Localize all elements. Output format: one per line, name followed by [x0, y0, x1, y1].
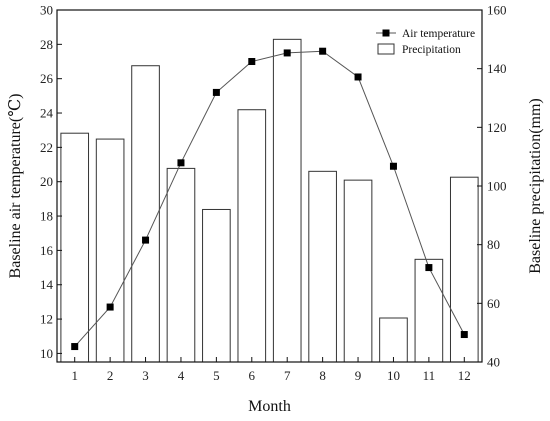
temperature-point-month-9 [354, 73, 362, 81]
legend-precipitation-label: Precipitation [402, 44, 461, 56]
x-tick-label: 5 [213, 368, 220, 383]
x-tick-label: 4 [178, 368, 185, 383]
bar-month-11 [414, 258, 444, 363]
y-axis-left: 10 12 14 16 18 20 22 24 26 28 30 [40, 3, 62, 361]
bar-month-10 [379, 317, 408, 363]
legend: Air temperature Precipitation [376, 28, 475, 56]
y-left-tick-label: 28 [40, 37, 53, 52]
x-tick-label: 1 [71, 368, 78, 383]
bar-month-7 [272, 38, 302, 363]
bar-month-9 [343, 179, 373, 363]
y-axis-left-title: Baseline air temperature(℃) [7, 94, 24, 279]
x-tick-label: 3 [142, 368, 149, 383]
bar-month-8 [308, 170, 337, 363]
x-axis-title: Month [248, 398, 291, 415]
y-left-tick-label: 22 [40, 140, 53, 155]
legend-bar-swatch [377, 43, 395, 55]
y-right-tick-label: 140 [487, 61, 507, 76]
temperature-point-month-1 [71, 343, 79, 351]
bar-month-5 [202, 208, 231, 363]
precipitation-bars [60, 38, 479, 363]
x-tick-label: 7 [284, 368, 291, 383]
temperature-point-month-8 [319, 47, 327, 55]
y-left-tick-label: 24 [40, 106, 54, 121]
bar-month-4 [166, 167, 196, 363]
x-tick-label: 12 [458, 368, 471, 383]
y-left-tick-label: 20 [40, 174, 53, 189]
y-left-tick-label: 26 [40, 71, 54, 86]
bar-month-3 [131, 65, 160, 363]
temperature-point-month-5 [212, 88, 220, 96]
legend-air-temperature-label: Air temperature [402, 28, 475, 40]
temperature-point-month-2 [106, 303, 114, 311]
legend-square-marker [382, 29, 390, 37]
y-axis-right: 40 60 80 100 120 140 160 [477, 3, 507, 370]
y-right-tick-label: 80 [487, 237, 500, 252]
y-right-tick-label: 60 [487, 296, 500, 311]
x-tick-label: 8 [319, 368, 326, 383]
temperature-line-layer [71, 47, 468, 351]
x-tick-label: 9 [355, 368, 362, 383]
temperature-point-month-6 [248, 58, 256, 66]
bar-month-1 [60, 132, 90, 363]
bar-month-6 [237, 109, 267, 363]
y-right-tick-label: 40 [487, 355, 500, 370]
x-axis: 1 2 3 4 5 6 7 8 9 10 11 12 [71, 357, 471, 383]
x-tick-label: 2 [107, 368, 114, 383]
y-left-tick-label: 14 [40, 277, 54, 292]
y-right-tick-label: 100 [487, 179, 507, 194]
temperature-point-month-10 [389, 162, 397, 170]
y-left-tick-label: 30 [40, 3, 53, 18]
temperature-point-month-12 [460, 331, 468, 339]
x-tick-label: 11 [423, 368, 436, 383]
y-left-tick-label: 10 [40, 346, 53, 361]
x-tick-label: 10 [387, 368, 400, 383]
temperature-point-month-7 [283, 49, 291, 57]
temperature-line [74, 50, 465, 347]
y-right-tick-label: 160 [487, 3, 507, 18]
bar-month-2 [95, 138, 125, 363]
y-left-tick-label: 18 [40, 209, 53, 224]
temperature-point-month-3 [142, 236, 150, 244]
temperature-point-month-11 [425, 264, 433, 272]
x-tick-label: 6 [249, 368, 256, 383]
y-right-tick-label: 120 [487, 120, 507, 135]
y-axis-right-title: Baseline precipitation(mm) [527, 98, 544, 274]
temperature-point-month-4 [177, 159, 185, 167]
y-left-tick-label: 12 [40, 312, 53, 327]
y-left-tick-label: 16 [40, 243, 54, 258]
